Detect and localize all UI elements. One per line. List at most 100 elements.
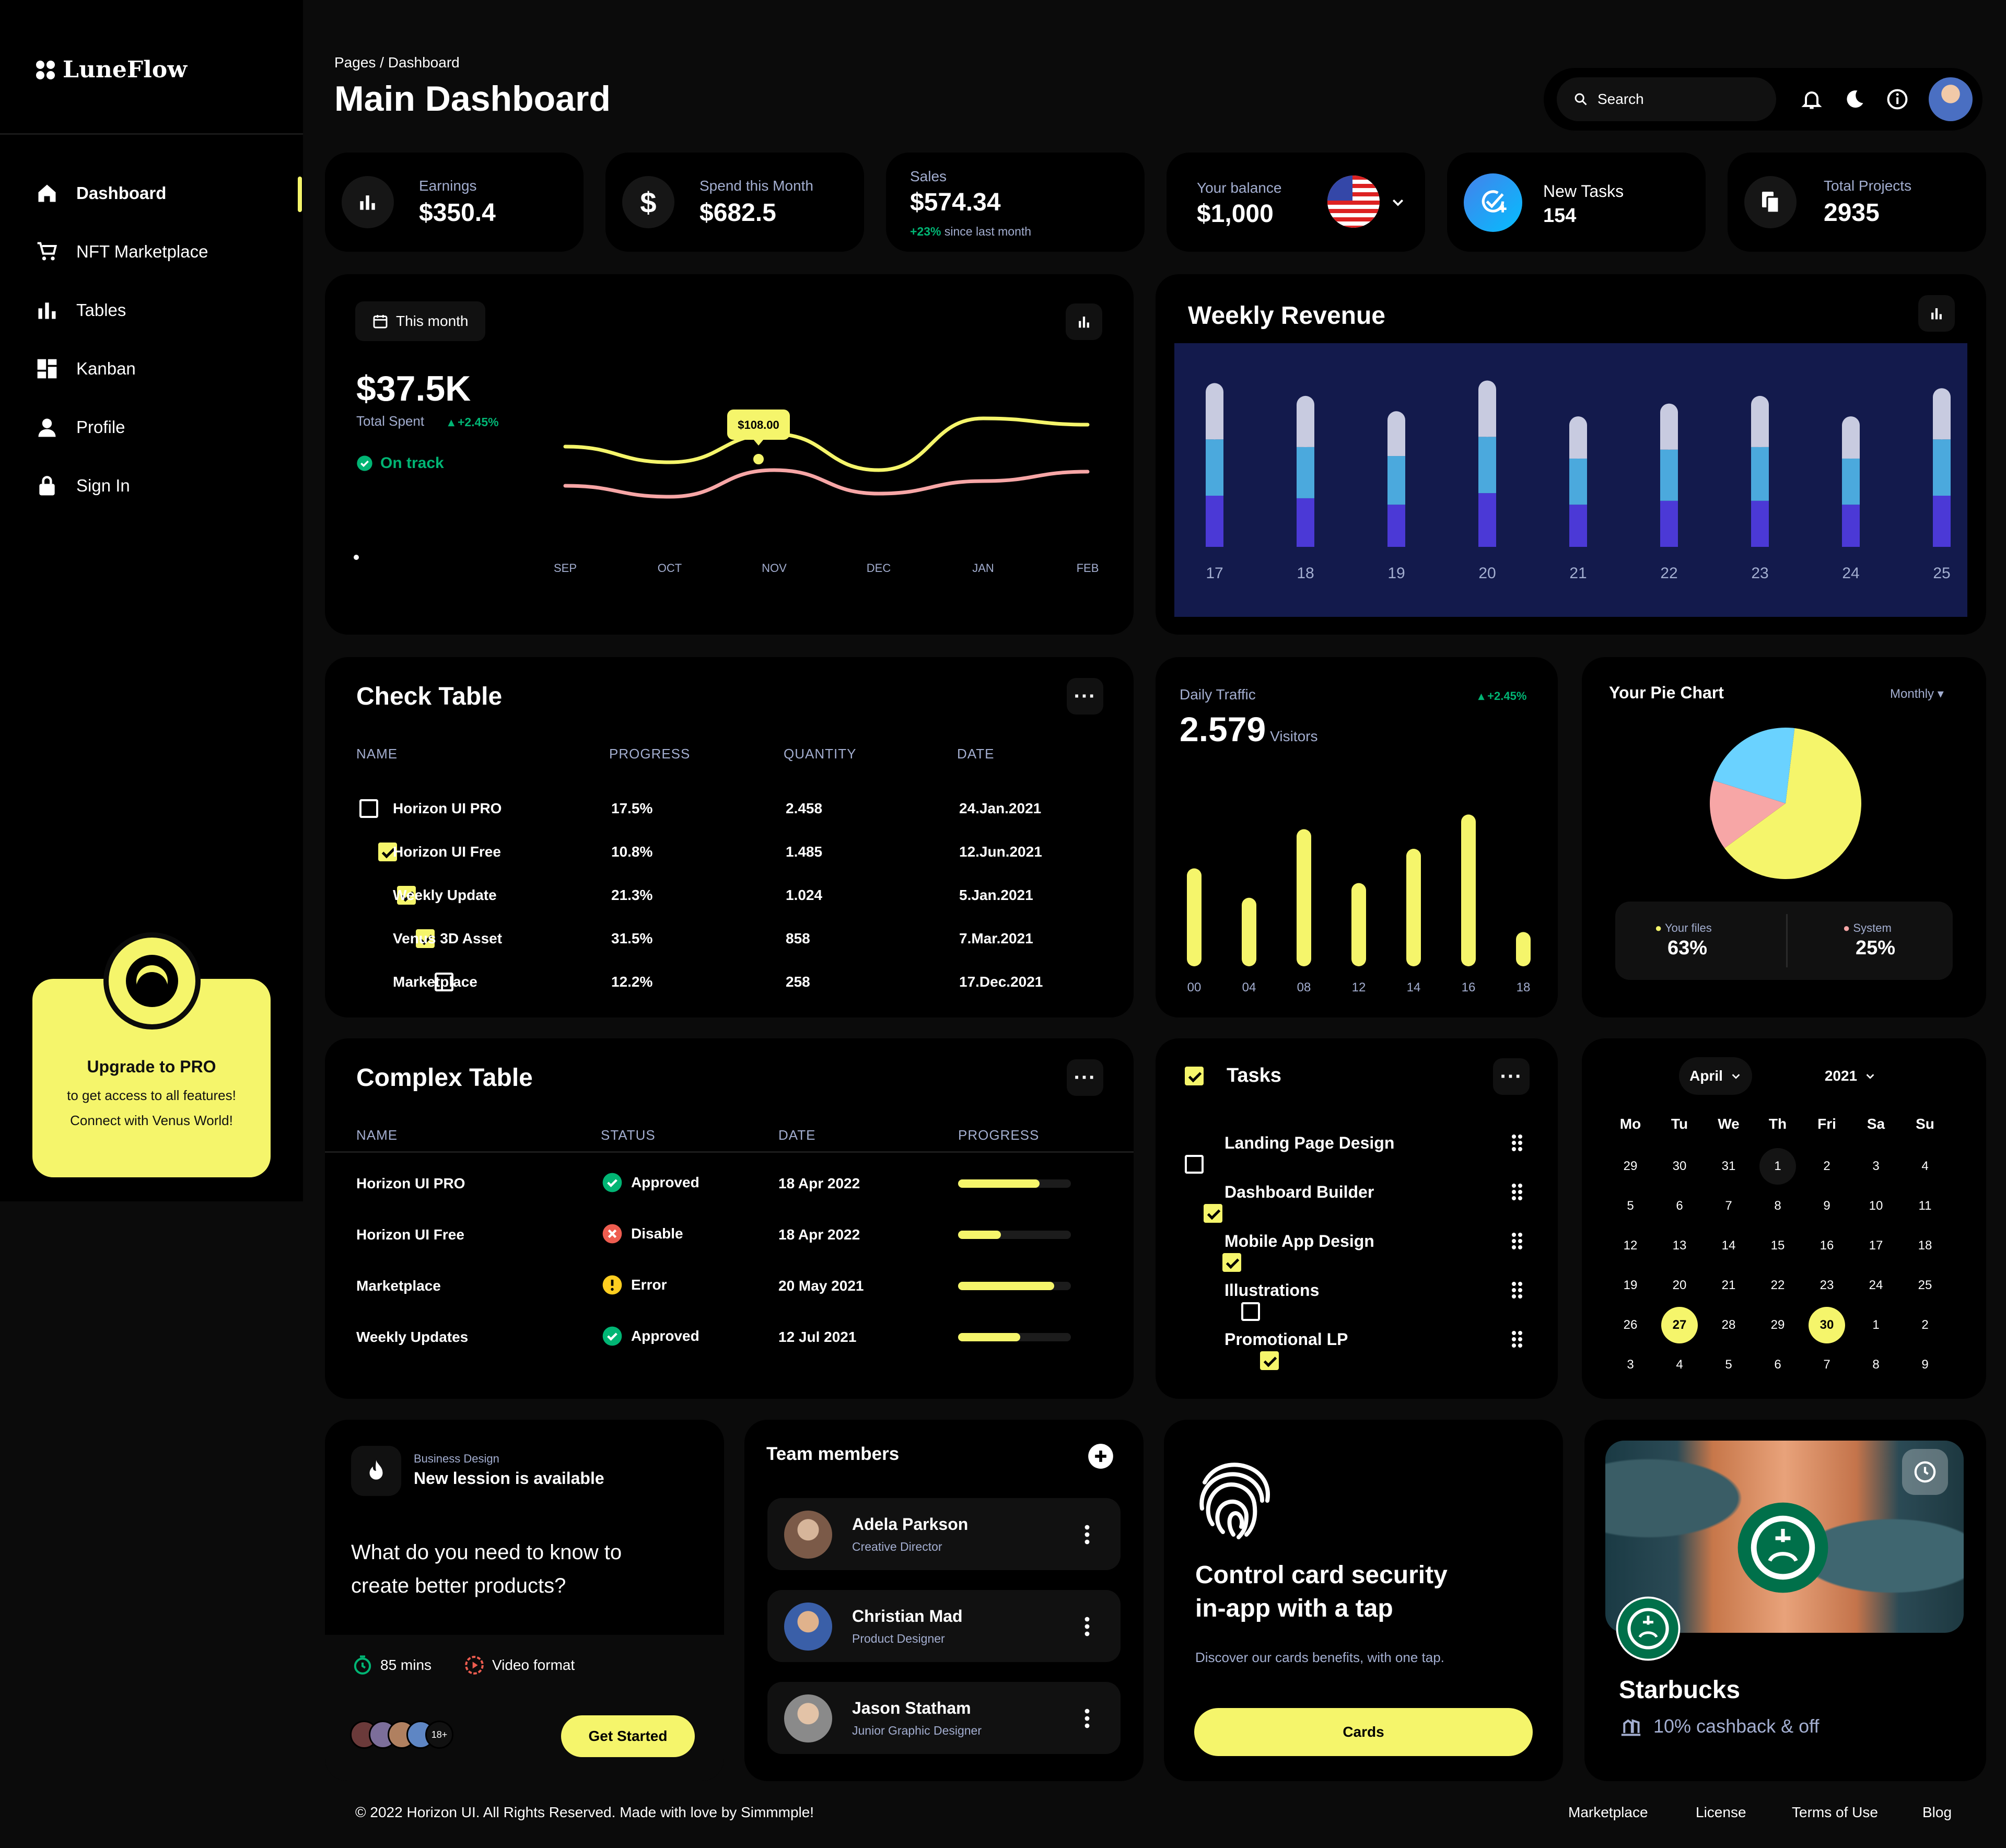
calendar-day[interactable]: 17 <box>1869 1238 1883 1253</box>
calendar-day[interactable]: 4 <box>1676 1358 1683 1372</box>
calendar-day[interactable]: 18 <box>1918 1238 1932 1253</box>
add-member-button[interactable] <box>1087 1443 1114 1470</box>
sidebar-item-tables[interactable]: Tables <box>36 299 126 322</box>
revenue-bar-segment[interactable] <box>1842 505 1860 547</box>
avatar[interactable] <box>1929 77 1973 121</box>
month-select[interactable]: April <box>1679 1057 1752 1095</box>
brand-logo[interactable]: LuneFlow <box>36 56 187 83</box>
task-drag-handle[interactable] <box>1511 1133 1523 1155</box>
revenue-bar-segment[interactable] <box>1569 458 1587 505</box>
tooltip-point[interactable] <box>751 452 766 466</box>
calendar-day[interactable]: 8 <box>1774 1199 1781 1213</box>
range-button[interactable]: This month <box>355 301 485 341</box>
traffic-bar[interactable] <box>1351 883 1366 966</box>
calendar-day[interactable]: 29 <box>1623 1159 1638 1173</box>
row-checkbox[interactable] <box>397 886 416 905</box>
calendar-day[interactable]: 24 <box>1869 1278 1883 1292</box>
sidebar-item-kanban[interactable]: Kanban <box>36 357 136 380</box>
calendar-day[interactable]: 14 <box>1721 1238 1736 1253</box>
calendar-day[interactable]: 23 <box>1820 1278 1834 1292</box>
row-checkbox[interactable] <box>435 973 453 991</box>
revenue-bar-segment[interactable] <box>1660 449 1678 501</box>
revenue-bar-segment[interactable] <box>1478 493 1496 547</box>
calendar-day[interactable]: 13 <box>1672 1238 1687 1253</box>
calendar-day[interactable]: 12 <box>1623 1238 1638 1253</box>
tasks-menu-button[interactable]: ··· <box>1493 1058 1530 1095</box>
calendar-day[interactable]: 2 <box>1921 1318 1929 1332</box>
calendar-day[interactable]: 1 <box>1872 1318 1880 1332</box>
task-drag-handle[interactable] <box>1511 1183 1523 1204</box>
revenue-bar-segment[interactable] <box>1751 500 1769 547</box>
member-menu-button[interactable] <box>1084 1708 1090 1732</box>
calendar-day[interactable]: 26 <box>1623 1318 1638 1332</box>
calendar-day[interactable]: 25 <box>1918 1278 1932 1292</box>
complex-table-menu-button[interactable]: ··· <box>1067 1059 1103 1096</box>
calendar-day[interactable]: 7 <box>1725 1199 1732 1213</box>
revenue-bar-segment[interactable] <box>1751 447 1769 501</box>
revenue-bar-segment[interactable] <box>1933 496 1951 547</box>
calendar-day[interactable]: 20 <box>1672 1278 1687 1292</box>
calendar-day[interactable]: 8 <box>1872 1358 1880 1372</box>
calendar-day[interactable]: 6 <box>1774 1358 1781 1372</box>
cards-button[interactable]: Cards <box>1194 1708 1533 1756</box>
chart-menu-button[interactable] <box>1066 303 1102 340</box>
footer-link-marketplace[interactable]: Marketplace <box>1568 1804 1648 1820</box>
pie-slice[interactable] <box>1710 780 1786 848</box>
breadcrumb[interactable]: Pages / Dashboard <box>334 54 460 71</box>
row-checkbox[interactable] <box>416 929 435 948</box>
revenue-bar-segment[interactable] <box>1206 439 1223 496</box>
search-input[interactable]: Search <box>1557 77 1776 121</box>
pie-slice[interactable] <box>1724 728 1861 879</box>
calendar-day[interactable]: 5 <box>1725 1358 1732 1372</box>
revenue-bar-segment[interactable] <box>1569 505 1587 547</box>
clock-button[interactable] <box>1902 1449 1948 1495</box>
tasks-header-checkbox[interactable] <box>1185 1067 1204 1085</box>
year-select[interactable]: 2021 <box>1814 1057 1887 1095</box>
calendar-day[interactable]: 2 <box>1823 1159 1830 1173</box>
sidebar-item-sign-in[interactable]: Sign In <box>36 474 130 497</box>
us-flag-icon[interactable] <box>1327 176 1380 228</box>
chevron-down-icon[interactable] <box>1390 194 1406 210</box>
traffic-bar[interactable] <box>1516 932 1531 966</box>
calendar-day[interactable]: 31 <box>1721 1159 1736 1173</box>
footer-link-blog[interactable]: Blog <box>1922 1804 1952 1820</box>
calendar-day[interactable]: 28 <box>1721 1318 1736 1332</box>
task-checkbox[interactable] <box>1260 1351 1279 1370</box>
revenue-bar-segment[interactable] <box>1933 439 1951 496</box>
moon-icon[interactable] <box>1843 88 1866 111</box>
calendar-day[interactable]: 4 <box>1921 1159 1929 1173</box>
revenue-bar-segment[interactable] <box>1206 496 1223 547</box>
task-checkbox[interactable] <box>1204 1204 1222 1223</box>
calendar-day[interactable]: 15 <box>1770 1238 1785 1253</box>
revenue-bar-segment[interactable] <box>1660 500 1678 547</box>
footer-link-terms[interactable]: Terms of Use <box>1792 1804 1878 1820</box>
task-drag-handle[interactable] <box>1511 1281 1523 1302</box>
task-checkbox[interactable] <box>1241 1302 1260 1321</box>
period-select[interactable]: Monthly ▾ <box>1890 687 1944 701</box>
task-checkbox[interactable] <box>1185 1155 1204 1174</box>
member-menu-button[interactable] <box>1084 1524 1090 1548</box>
sidebar-item-nft-marketplace[interactable]: NFT Marketplace <box>36 240 208 263</box>
revenue-bar-segment[interactable] <box>1478 437 1496 494</box>
traffic-bar[interactable] <box>1242 897 1256 966</box>
calendar-day[interactable]: 7 <box>1823 1358 1830 1372</box>
calendar-day[interactable]: 29 <box>1770 1318 1785 1332</box>
revenue-bar-segment[interactable] <box>1387 456 1405 505</box>
row-checkbox[interactable] <box>359 799 378 818</box>
calendar-day[interactable]: 9 <box>1823 1199 1830 1213</box>
calendar-day[interactable]: 30 <box>1672 1159 1687 1173</box>
member-menu-button[interactable] <box>1084 1616 1090 1640</box>
row-checkbox[interactable] <box>378 843 397 861</box>
pie-slice[interactable] <box>1713 728 1795 803</box>
footer-link-license[interactable]: License <box>1696 1804 1746 1820</box>
calendar-day[interactable]: 3 <box>1627 1358 1634 1372</box>
revenue-bar-segment[interactable] <box>1297 447 1314 498</box>
calendar-day[interactable]: 1 <box>1759 1148 1796 1185</box>
traffic-bar[interactable] <box>1461 814 1476 966</box>
task-drag-handle[interactable] <box>1511 1330 1523 1351</box>
calendar-day[interactable]: 3 <box>1872 1159 1880 1173</box>
calendar-day[interactable]: 10 <box>1869 1199 1883 1213</box>
calendar-day[interactable]: 27 <box>1661 1307 1698 1343</box>
revenue-bar-segment[interactable] <box>1297 498 1314 547</box>
bell-icon[interactable] <box>1800 88 1823 111</box>
